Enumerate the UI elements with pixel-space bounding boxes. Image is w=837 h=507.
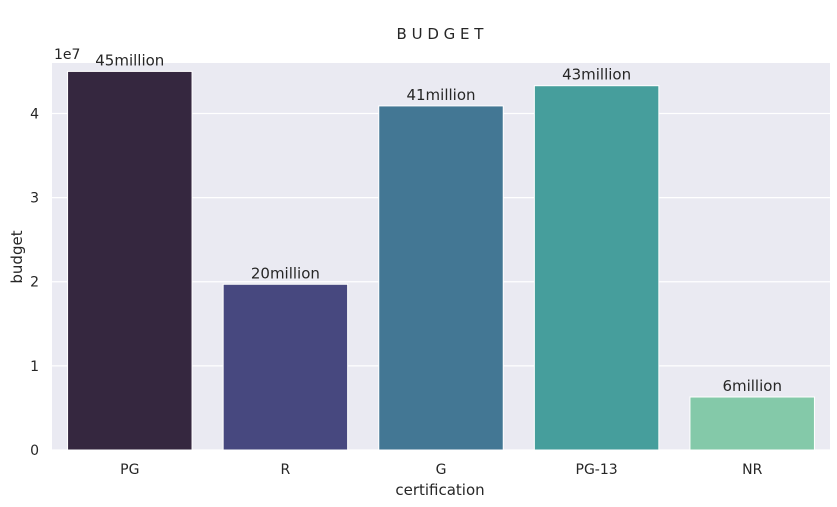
x-axis-label: certification [395, 481, 484, 499]
bar-nr [689, 396, 815, 451]
y-tick-label: 0 [30, 443, 39, 459]
y-axis-offset-text: 1e7 [54, 47, 80, 63]
x-tick-label: G [436, 462, 447, 478]
x-tick-label: R [281, 462, 291, 478]
bar-data-label: 43million [562, 66, 631, 84]
x-tick-label: NR [742, 462, 762, 478]
y-tick-label: 1 [30, 359, 39, 375]
x-tick-labels: PG R G PG-13 NR [120, 462, 762, 478]
bar-data-label: 6million [722, 377, 782, 395]
bar-data-label: 41million [406, 86, 475, 104]
bar-data-label: 45million [95, 51, 164, 69]
bars [67, 70, 815, 451]
bar-r [222, 283, 349, 451]
x-tick-label: PG-13 [576, 462, 618, 478]
bar-pg-13 [533, 85, 660, 451]
bar-pg [67, 70, 193, 451]
y-tick-label: 3 [30, 191, 39, 207]
bar-g [378, 105, 504, 451]
bar-data-label: 20million [251, 264, 320, 282]
y-axis-label: budget [8, 230, 26, 283]
y-tick-label: 2 [30, 275, 39, 291]
bar-labels: 45million 20million 41million 43million 6mil… [95, 51, 782, 395]
y-tick-labels: 0 1 2 3 4 [30, 106, 39, 459]
y-tick-label: 4 [30, 106, 39, 122]
x-tick-label: PG [120, 462, 139, 478]
chart-title: B U D G E T [397, 25, 485, 43]
